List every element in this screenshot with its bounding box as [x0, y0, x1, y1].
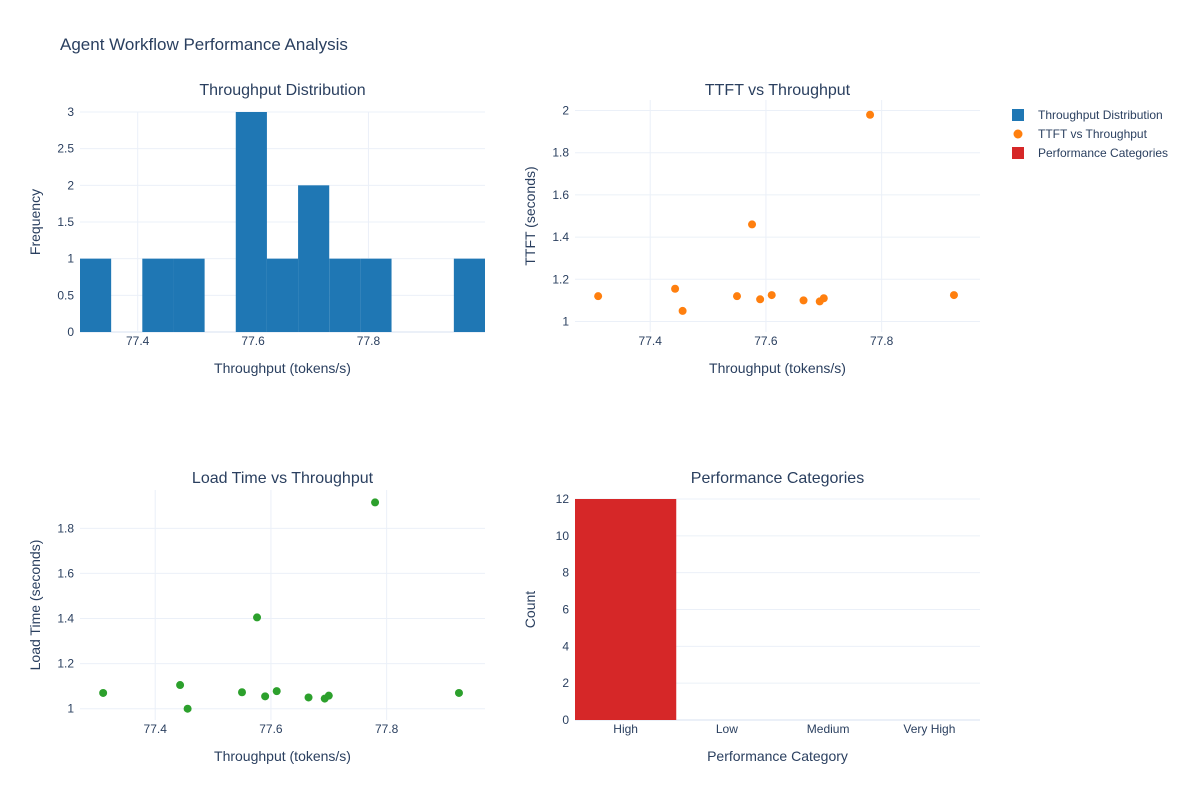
legend-marker-square: [1012, 147, 1024, 159]
y-tick-label: 1.8: [57, 521, 74, 535]
y-axis-label: Frequency: [27, 189, 43, 255]
histogram-bar: [142, 258, 174, 332]
scatter-point: [748, 220, 757, 229]
scatter-point: [304, 693, 313, 702]
y-tick-label: 1.2: [57, 657, 74, 671]
x-tick-label: 77.4: [639, 334, 663, 348]
x-axis-label: Performance Category: [707, 748, 848, 764]
performance-categories-panel: High Low Medium Very High 0 2 4 6 8 10 12 Performan…: [522, 470, 980, 764]
x-tick-label: Low: [716, 722, 738, 736]
y-tick-label: 0.5: [57, 288, 74, 302]
histogram-bar: [360, 258, 392, 332]
scatter-point: [594, 292, 603, 301]
y-tick-label: 2: [67, 178, 74, 192]
subplot-title: Performance Categories: [691, 470, 864, 487]
scatter-point: [819, 294, 828, 303]
x-tick-label: 77.4: [144, 722, 168, 736]
y-axis-label: TTFT (seconds): [522, 166, 538, 265]
subplot-title: TTFT vs Throughput: [705, 82, 851, 99]
legend-marker-square: [1012, 109, 1024, 121]
histogram-bar: [80, 258, 112, 332]
x-axis-label: Throughput (tokens/s): [214, 748, 351, 764]
figure-title: Agent Workflow Performance Analysis: [60, 35, 348, 54]
y-tick-label: 1.5: [57, 215, 74, 229]
y-tick-label: 1: [562, 314, 569, 328]
x-tick-label: Very High: [903, 722, 955, 736]
y-axis-label: Load Time (seconds): [27, 540, 43, 671]
y-tick-label: 1: [67, 702, 74, 716]
y-tick-label: 4: [562, 639, 569, 653]
scatter-point: [756, 295, 765, 304]
y-tick-label: 3: [67, 105, 74, 119]
scatter-point: [99, 688, 108, 697]
scatter-point: [767, 291, 776, 300]
y-tick-label: 8: [562, 566, 569, 580]
y-tick-label: 1.6: [57, 566, 74, 580]
scatter-point: [678, 306, 687, 315]
scatter-point: [272, 687, 281, 696]
x-tick-label: High: [613, 722, 638, 736]
scatter-point: [799, 296, 808, 305]
y-tick-label: 2: [562, 676, 569, 690]
x-axis-label: Throughput (tokens/s): [709, 360, 846, 376]
x-tick-label: 77.8: [357, 334, 381, 348]
y-tick-label: 2.5: [57, 142, 74, 156]
subplot-title: Throughput Distribution: [199, 82, 365, 99]
x-tick-label: 77.6: [241, 334, 265, 348]
subplot-title: Load Time vs Throughput: [192, 470, 374, 487]
scatter-point: [371, 498, 380, 507]
histogram-bar: [329, 258, 361, 332]
legend-label: TTFT vs Throughput: [1038, 127, 1148, 141]
histogram-bar: [453, 258, 485, 332]
x-tick-label: 77.6: [754, 334, 778, 348]
scatter-point: [671, 284, 680, 293]
y-tick-label: 10: [556, 529, 570, 543]
scatter-point: [733, 292, 741, 301]
load-time-vs-throughput-panel: 77.4 77.6 77.8 1 1.2 1.4 1.6 1.8 Load Time vs Th…: [27, 470, 485, 764]
histogram-bar: [235, 112, 267, 332]
scatter-point: [949, 291, 958, 300]
x-tick-label: 77.6: [259, 722, 283, 736]
y-tick-label: 0: [562, 713, 569, 727]
y-tick-label: 2: [562, 104, 569, 118]
ttft-vs-throughput-panel: 77.4 77.6 77.8 1 1.2 1.4 1.6 1.8 2 TTFT vs Throug…: [522, 82, 980, 376]
throughput-distribution-panel: 77.4 77.6 77.8 0 0.5 1 1.5 2 2.5 3 Throughput Dist…: [27, 82, 485, 376]
scatter-point: [183, 704, 192, 713]
legend: Throughput Distribution TTFT vs Throughpu…: [1012, 108, 1168, 160]
x-tick-label: 77.4: [126, 334, 150, 348]
histogram-bar: [266, 258, 299, 332]
histogram-bar: [298, 185, 330, 332]
legend-label: Throughput Distribution: [1038, 108, 1163, 122]
x-tick-label: 77.8: [870, 334, 894, 348]
y-tick-label: 1.2: [552, 272, 569, 286]
y-tick-label: 0: [67, 325, 74, 339]
scatter-point: [261, 692, 270, 701]
legend-marker-circle: [1013, 129, 1023, 139]
y-tick-label: 1.4: [552, 230, 569, 244]
y-tick-label: 6: [562, 603, 569, 617]
y-tick-label: 1.4: [57, 612, 74, 626]
y-tick-label: 12: [556, 492, 570, 506]
y-tick-label: 1.8: [552, 146, 569, 160]
y-tick-label: 1.6: [552, 188, 569, 202]
y-axis-label: Count: [522, 591, 538, 628]
scatter-point: [176, 681, 185, 690]
scatter-point: [253, 613, 262, 622]
x-axis-label: Throughput (tokens/s): [214, 360, 351, 376]
scatter-point: [238, 688, 246, 697]
category-bar: [575, 499, 677, 720]
histogram-bar: [173, 258, 205, 332]
scatter-point: [454, 688, 463, 697]
legend-label: Performance Categories: [1038, 146, 1168, 160]
scatter-point: [866, 110, 875, 119]
y-tick-label: 1: [67, 252, 74, 266]
scatter-point: [324, 691, 333, 700]
x-tick-label: 77.8: [375, 722, 399, 736]
x-tick-label: Medium: [807, 722, 850, 736]
